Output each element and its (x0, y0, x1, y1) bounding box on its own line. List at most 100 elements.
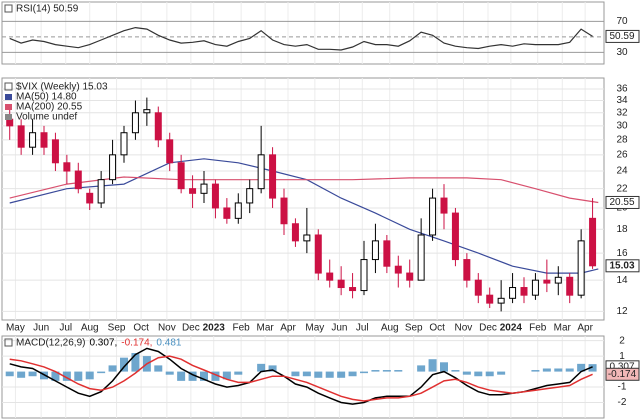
histogram-bar (302, 371, 311, 377)
candle-body (326, 272, 334, 281)
histogram-bar (257, 363, 266, 372)
histogram-bar (565, 368, 574, 372)
histogram-bar (234, 371, 243, 375)
histogram-bar (394, 370, 403, 372)
x-tick-label: Sep (108, 323, 126, 334)
candle-body (257, 154, 265, 190)
histogram-bar (360, 371, 368, 374)
histogram-bar (531, 370, 540, 372)
candle-body (6, 118, 14, 127)
candle-body (314, 234, 322, 274)
candle-body (63, 162, 71, 172)
title-icon (4, 82, 13, 91)
candle-body (291, 223, 299, 242)
candle-body (497, 297, 505, 304)
x-tick-label: Dec (479, 323, 497, 334)
histogram-bar (291, 371, 300, 377)
y-tick-label: -2 (618, 397, 627, 408)
y-tick-label: 32 (616, 107, 628, 118)
candle-body (211, 183, 219, 209)
legend-label: 0.481 (156, 338, 181, 349)
panel-frame (1, 77, 605, 321)
y-tick-label: 16 (616, 248, 628, 259)
candle-body (474, 279, 482, 296)
x-tick-label: May (305, 323, 324, 334)
y-tick-label: 26 (616, 149, 628, 160)
legend-label: Volume undef (16, 112, 77, 123)
x-tick-label: Aug (381, 323, 399, 334)
y-tick-label: 30 (616, 47, 628, 58)
candle-body (543, 279, 551, 284)
legend-label: 0.307, (89, 338, 117, 349)
candle-body (269, 154, 277, 199)
x-tick-label: Feb (233, 323, 251, 334)
candle-body (429, 197, 437, 236)
y-tick-label: 14 (616, 275, 628, 286)
candle-body (463, 259, 471, 281)
candle-body (406, 272, 414, 281)
x-tick-label: Mar (257, 323, 275, 334)
histogram-bar (348, 371, 357, 377)
histogram-bar (62, 371, 71, 381)
x-tick-label: 2024 (500, 323, 523, 334)
histogram-bar (554, 368, 563, 372)
candle-body (394, 265, 402, 274)
candle-body (131, 112, 139, 134)
x-tick-label: Aug (81, 323, 99, 334)
histogram-bar (188, 371, 197, 381)
x-tick-label: Oct (133, 323, 149, 334)
histogram-bar (17, 371, 26, 378)
histogram-bar (177, 371, 186, 381)
y-tick-label: 70 (616, 16, 628, 27)
histogram-bar (314, 371, 323, 378)
legend-swatch (5, 104, 12, 110)
candle-body (223, 207, 231, 219)
y-tick-label: 12 (616, 306, 628, 317)
value-tag (605, 259, 640, 273)
y-tick-label: 24 (616, 166, 628, 177)
x-tick-label: Jul (356, 323, 369, 334)
value-tag-label: 20.55 (609, 197, 634, 208)
x-tick-label: Nov (455, 323, 473, 334)
histogram-bar (382, 370, 391, 372)
candle-body (360, 259, 368, 292)
candle-body (509, 287, 517, 299)
y-tick-label: 30 (616, 121, 628, 132)
histogram-bar (165, 371, 174, 375)
moving-average-line (9, 176, 599, 204)
candle-body (177, 162, 185, 190)
x-tick-label: Mar (554, 323, 572, 334)
y-tick-label: 1 (619, 351, 625, 362)
histogram-bar (542, 368, 551, 372)
candle-body (349, 287, 357, 292)
legend-label: MA(200) 20.55 (16, 102, 83, 113)
histogram-bar (588, 364, 597, 372)
candle-body (520, 287, 528, 296)
candle-body (120, 132, 128, 156)
histogram-bar (200, 371, 208, 381)
histogram-bar (474, 371, 483, 377)
panel-title: RSI(14) 50.59 (16, 4, 79, 15)
value-tag (605, 195, 640, 209)
candle-body (371, 240, 379, 261)
candle-body (417, 234, 425, 281)
candle-body (143, 109, 151, 114)
value-tag-label: 15.03 (609, 260, 634, 271)
value-tag-label: 0.307 (609, 361, 634, 372)
y-tick-label: 28 (616, 134, 628, 145)
candle-body (97, 179, 105, 204)
candle-body (566, 276, 574, 296)
candle-body (40, 132, 48, 148)
candle-body (280, 197, 288, 225)
y-tick-label: 2 (619, 335, 625, 346)
x-tick-label: Nov (158, 323, 176, 334)
candle-body (200, 183, 208, 194)
panel-title: MACD(12,26,9) (16, 338, 85, 349)
value-tag-label: 50.59 (609, 31, 634, 42)
x-tick-label: Jun (331, 323, 347, 334)
y-tick-label: 22 (616, 183, 628, 194)
candle-body (440, 197, 448, 214)
histogram-bar (120, 357, 128, 372)
candle-body (246, 188, 254, 204)
